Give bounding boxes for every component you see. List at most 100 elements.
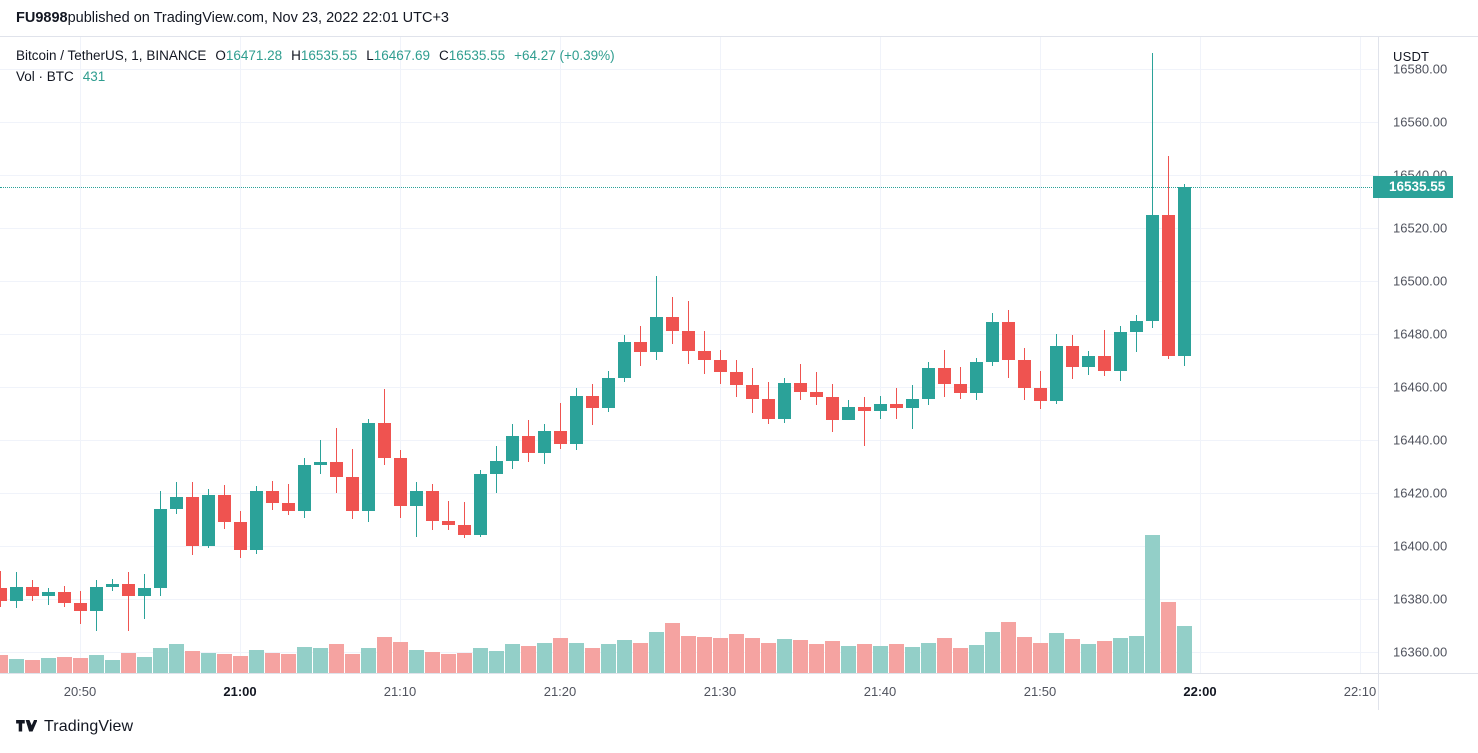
volume-bar xyxy=(921,643,936,673)
volume-bar xyxy=(1065,639,1080,673)
candle-body xyxy=(1002,321,1015,361)
symbol-title[interactable]: Bitcoin / TetherUS, 1, BINANCE xyxy=(16,48,207,63)
gridline-vertical xyxy=(80,37,81,673)
candle-body xyxy=(842,406,855,420)
volume-bar xyxy=(345,654,360,673)
price-scale-tick: 16360.00 xyxy=(1393,644,1448,660)
ohlc-row[interactable]: Bitcoin / TetherUS, 1, BINANCE O16471.28 H… xyxy=(16,45,615,66)
volume-label: Vol · BTC xyxy=(16,69,74,84)
candle-body xyxy=(858,406,871,411)
price-scale-tick: 16400.00 xyxy=(1393,538,1448,554)
volume-bar xyxy=(137,657,152,673)
plot-area[interactable] xyxy=(0,37,1378,673)
published-bar: FU9898 published on TradingView.com, Nov… xyxy=(0,0,1478,36)
candle-body xyxy=(26,586,39,597)
candle-body xyxy=(1114,332,1127,371)
candle-body xyxy=(234,521,247,550)
candle-body xyxy=(1098,356,1111,371)
candle-body xyxy=(986,321,999,362)
volume-bar xyxy=(489,651,504,673)
price-scale-tick: 16560.00 xyxy=(1393,114,1448,130)
candle-body xyxy=(874,404,887,411)
price-scale-tick: 16380.00 xyxy=(1393,591,1448,607)
chart-frame[interactable]: Bitcoin / TetherUS, 1, BINANCE O16471.28 H… xyxy=(0,36,1478,710)
price-scale-tick: 16460.00 xyxy=(1393,379,1448,395)
candle-body xyxy=(138,588,151,597)
volume-bar xyxy=(1033,643,1048,673)
candle-body xyxy=(906,398,919,408)
volume-bar xyxy=(537,643,552,673)
gridline-vertical xyxy=(1040,37,1041,673)
volume-bar xyxy=(553,638,568,673)
volume-bar xyxy=(697,637,712,673)
candle-body xyxy=(1066,345,1079,367)
volume-bar xyxy=(57,657,72,673)
candle-body xyxy=(314,462,327,465)
candle-wick xyxy=(464,502,465,538)
volume-bar xyxy=(1145,535,1160,673)
low-value: 16467.69 xyxy=(373,48,431,63)
candle-body xyxy=(490,461,503,475)
volume-bar xyxy=(857,644,872,673)
candle-body xyxy=(586,396,599,408)
candle-body xyxy=(1050,345,1063,402)
candle-body xyxy=(42,592,55,597)
gridline-vertical xyxy=(880,37,881,673)
candle-body xyxy=(1082,356,1095,367)
candle-body xyxy=(810,392,823,398)
gridline-horizontal xyxy=(0,281,1378,282)
time-scale-tick: 21:20 xyxy=(543,684,577,699)
volume-bar xyxy=(1161,602,1176,673)
volume-row[interactable]: Vol · BTC 431 xyxy=(16,66,615,87)
gridline-horizontal xyxy=(0,493,1378,494)
candle-body xyxy=(954,384,967,394)
volume-bar xyxy=(1017,637,1032,673)
candle-body xyxy=(10,586,23,602)
time-scale[interactable]: 20:50 21:00 21:10 21:20 21:30 21:40 21:50 22:00… xyxy=(0,673,1478,710)
volume-bar xyxy=(889,644,904,673)
current-price-badge[interactable]: 16535.55 xyxy=(1379,175,1454,198)
candle-wick xyxy=(144,573,145,619)
candle-body xyxy=(330,462,343,477)
high-value: 16535.55 xyxy=(300,48,358,63)
volume-bar xyxy=(73,658,88,673)
price-scale[interactable]: USDT 16580.0016560.0016540.0016520.00165… xyxy=(1373,37,1478,673)
volume-bar xyxy=(873,646,888,673)
volume-bar xyxy=(985,632,1000,673)
candle-body xyxy=(826,397,839,420)
volume-bar xyxy=(89,655,104,673)
volume-bar xyxy=(809,644,824,673)
volume-bar xyxy=(457,653,472,673)
volume-bar xyxy=(425,652,440,673)
volume-bar xyxy=(729,634,744,673)
volume-bar xyxy=(521,646,536,673)
time-scale-separator xyxy=(1378,674,1379,710)
candle-body xyxy=(602,377,615,408)
candle-body xyxy=(714,360,727,373)
candle-body xyxy=(570,396,583,444)
volume-bar xyxy=(1049,633,1064,673)
volume-bar xyxy=(473,648,488,673)
gridline-vertical xyxy=(560,37,561,673)
candle-wick xyxy=(416,482,417,537)
volume-bar xyxy=(953,648,968,673)
candle-body xyxy=(554,430,567,444)
volume-bar xyxy=(601,644,616,673)
candle-wick xyxy=(320,439,321,475)
volume-bar xyxy=(185,651,200,673)
volume-bar xyxy=(409,650,424,673)
candle-body xyxy=(970,361,983,394)
volume-bar xyxy=(793,640,808,673)
time-scale-tick: 21:40 xyxy=(863,684,897,699)
chart-legend: Bitcoin / TetherUS, 1, BINANCE O16471.28 H… xyxy=(16,45,615,87)
candle-wick xyxy=(48,588,49,606)
candle-wick xyxy=(896,388,897,419)
volume-bar xyxy=(313,648,328,673)
volume-bar xyxy=(297,647,312,673)
gridline-vertical xyxy=(240,37,241,673)
price-scale-tick: 16500.00 xyxy=(1393,273,1448,289)
volume-bar xyxy=(441,654,456,673)
candle-wick xyxy=(960,366,961,399)
low-label: L xyxy=(366,48,374,63)
candle-wick xyxy=(1152,52,1153,329)
